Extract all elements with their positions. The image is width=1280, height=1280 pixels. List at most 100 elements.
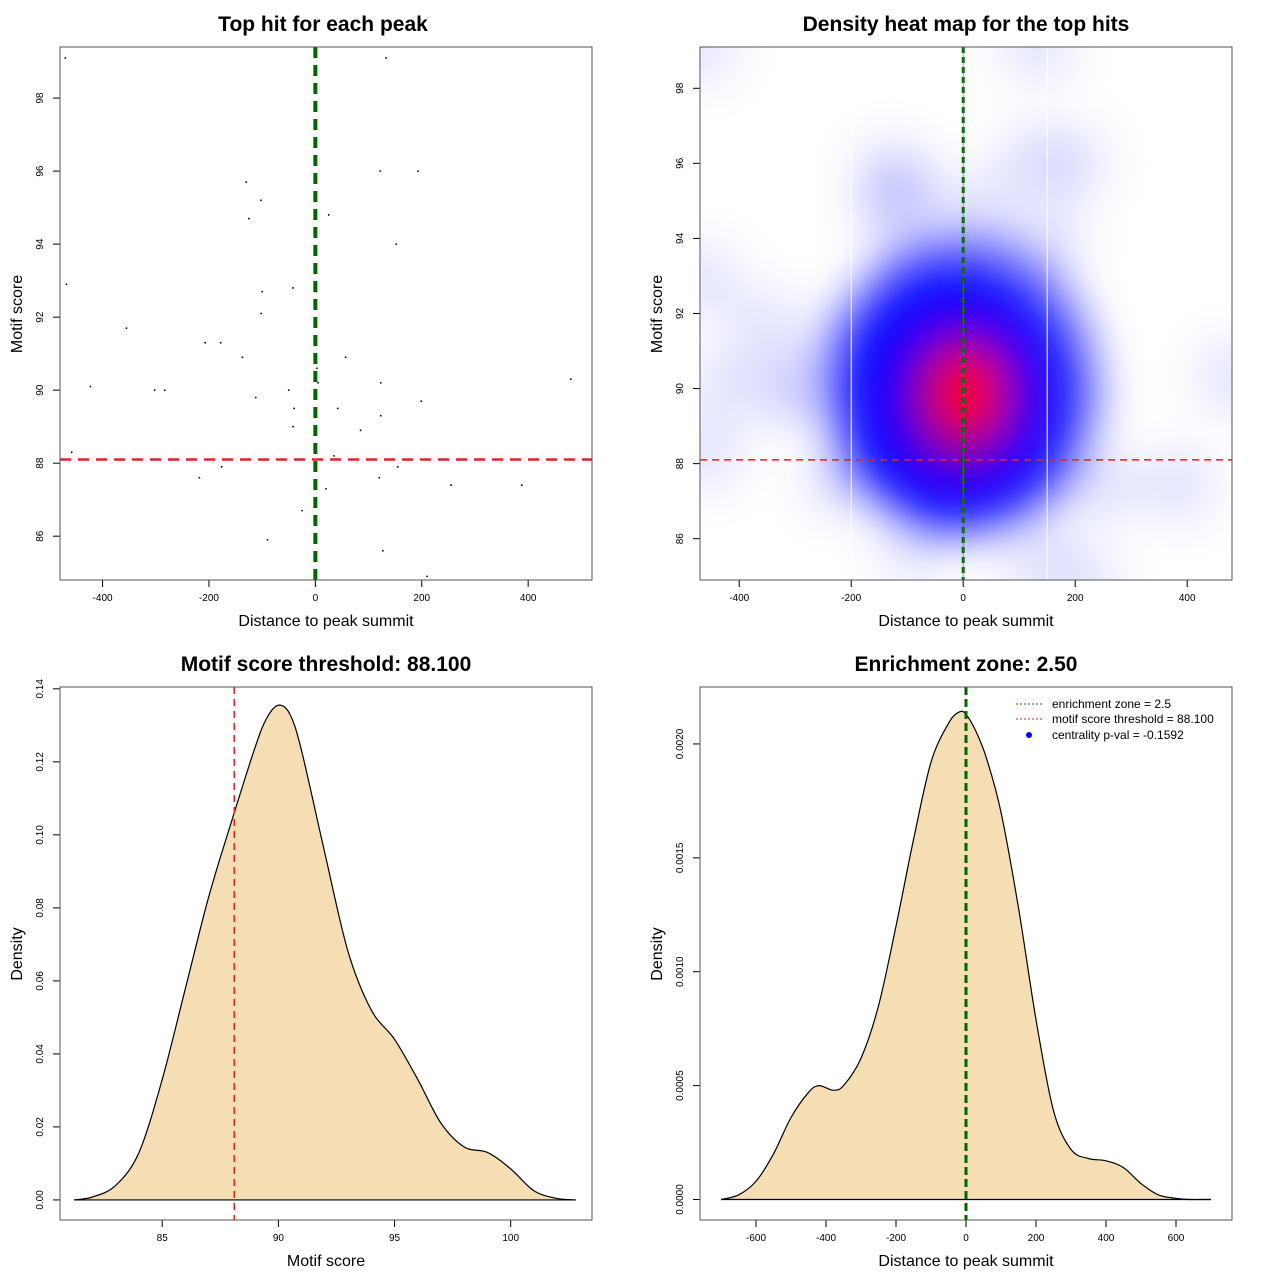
scatter-point: [293, 407, 295, 410]
distance-density-x-label: Distance to peak summit: [878, 1253, 1054, 1270]
x-tick-label: 400: [1098, 1233, 1115, 1244]
heatmap-kernel: [700, 47, 738, 85]
scatter-point: [266, 538, 269, 541]
x-tick-label: 200: [413, 593, 430, 604]
scatter-point: [333, 454, 335, 457]
scatter-point: [287, 389, 290, 392]
score-density-x-label: Motif score: [287, 1253, 365, 1270]
x-tick-label: -200: [841, 593, 861, 604]
y-tick-label: 0.06: [35, 971, 46, 991]
density-curve: [720, 710, 1212, 1201]
scatter-point: [153, 389, 156, 392]
scatter-point: [301, 509, 303, 512]
y-tick-label: 0.0000: [675, 1184, 686, 1215]
scatter-point: [316, 367, 318, 370]
heatmap-y-label: Motif score: [649, 275, 666, 353]
scatter-point: [254, 396, 257, 399]
heatmap-plot-frame: [699, 46, 1233, 581]
scatter-point: [417, 170, 419, 173]
heatmap-density: [700, 47, 1232, 580]
scatter-point: [569, 378, 572, 381]
scatter-plot-frame: [59, 46, 593, 581]
y-tick-label: 98: [675, 82, 686, 94]
y-tick-label: 0.0020: [675, 728, 686, 759]
heatmap-kernel: [700, 241, 740, 318]
heatmap-kernel: [700, 414, 745, 491]
scatter-title: Top hit for each peak: [218, 13, 428, 36]
score-density-title: Motif score threshold: 88.100: [181, 653, 472, 676]
scatter-point: [204, 341, 207, 344]
y-tick-label: 90: [675, 383, 686, 395]
heatmap-title: Density heat map for the top hits: [803, 13, 1130, 36]
x-tick-label: -200: [199, 593, 219, 604]
y-tick-label: 94: [675, 232, 686, 244]
x-tick-label: 200: [1067, 593, 1084, 604]
x-tick-label: -400: [816, 1233, 836, 1244]
scatter-point: [260, 312, 262, 315]
scatter-point: [382, 549, 384, 552]
heatmap-kernel: [999, 47, 1076, 85]
x-tick-label: 85: [157, 1233, 169, 1244]
x-tick-label: -400: [729, 593, 749, 604]
heatmap-kernel: [1194, 339, 1232, 416]
x-tick-label: 600: [1168, 1233, 1185, 1244]
scatter-point: [379, 414, 382, 417]
scatter-point: [379, 170, 382, 173]
heatmap-kernel: [726, 286, 803, 363]
y-tick-label: 96: [675, 157, 686, 169]
y-tick-label: 0.0005: [675, 1070, 686, 1101]
scatter-point: [327, 214, 330, 216]
heatmap-kernel: [1068, 448, 1144, 525]
y-tick-label: 0.10: [35, 825, 46, 845]
heatmap-x-label: Distance to peak summit: [878, 613, 1054, 630]
scatter-point: [336, 407, 339, 410]
legend-centrality-dot-icon: [1026, 732, 1032, 738]
y-tick-label: 0.0010: [675, 956, 686, 987]
y-tick-label: 0.00: [35, 1190, 46, 1210]
scatter-point: [198, 476, 201, 479]
x-tick-label: 0: [963, 1233, 969, 1244]
heatmap-surface: [700, 47, 1232, 580]
heatmap-kernel: [1042, 542, 1119, 580]
x-tick-label: -600: [746, 1233, 766, 1244]
scatter-point: [65, 283, 68, 286]
scatter-point: [70, 451, 73, 454]
scatter-y-label: Motif score: [9, 275, 26, 353]
scatter-point: [125, 327, 128, 330]
heatmap-kernel: [939, 170, 1016, 247]
score-density-panel: Motif score threshold: 88.100 Motif scor…: [9, 653, 593, 1270]
heatmap-panel: Density heat map for the top hits Distan…: [649, 13, 1233, 630]
scatter-point: [325, 487, 327, 490]
y-tick-label: 92: [675, 308, 686, 320]
x-tick-label: 90: [273, 1233, 285, 1244]
distance-density-title: Enrichment zone: 2.50: [855, 653, 1078, 676]
y-tick-label: 98: [35, 92, 46, 104]
density-curve: [73, 704, 576, 1201]
scatter-point: [163, 389, 166, 392]
distance-density-y-label: Density: [649, 927, 666, 980]
x-tick-label: -400: [93, 593, 113, 604]
x-tick-label: 0: [313, 593, 319, 604]
y-tick-label: 86: [675, 533, 686, 545]
scatter-point: [378, 476, 381, 479]
x-tick-label: 100: [502, 1233, 519, 1244]
score-density-plot-frame: [59, 686, 593, 1221]
y-tick-label: 92: [35, 311, 46, 323]
score-density-y-label: Density: [9, 927, 26, 980]
scatter-panel: Top hit for each peak Distance to peak s…: [9, 13, 593, 630]
scatter-point: [219, 341, 222, 344]
scatter-point: [292, 425, 294, 428]
y-tick-label: 96: [35, 165, 46, 177]
scatter-point: [426, 575, 428, 578]
scatter-point: [247, 217, 250, 220]
scatter-x-label: Distance to peak summit: [238, 613, 414, 630]
scatter-point: [420, 400, 423, 403]
heatmap-kernel: [1142, 448, 1219, 525]
scatter-point: [260, 199, 262, 202]
y-tick-label: 90: [35, 384, 46, 396]
scatter-point: [220, 465, 223, 468]
heatmap-kernel: [855, 174, 932, 251]
scatter-point: [245, 181, 248, 183]
heatmap-kernel: [1033, 125, 1110, 202]
